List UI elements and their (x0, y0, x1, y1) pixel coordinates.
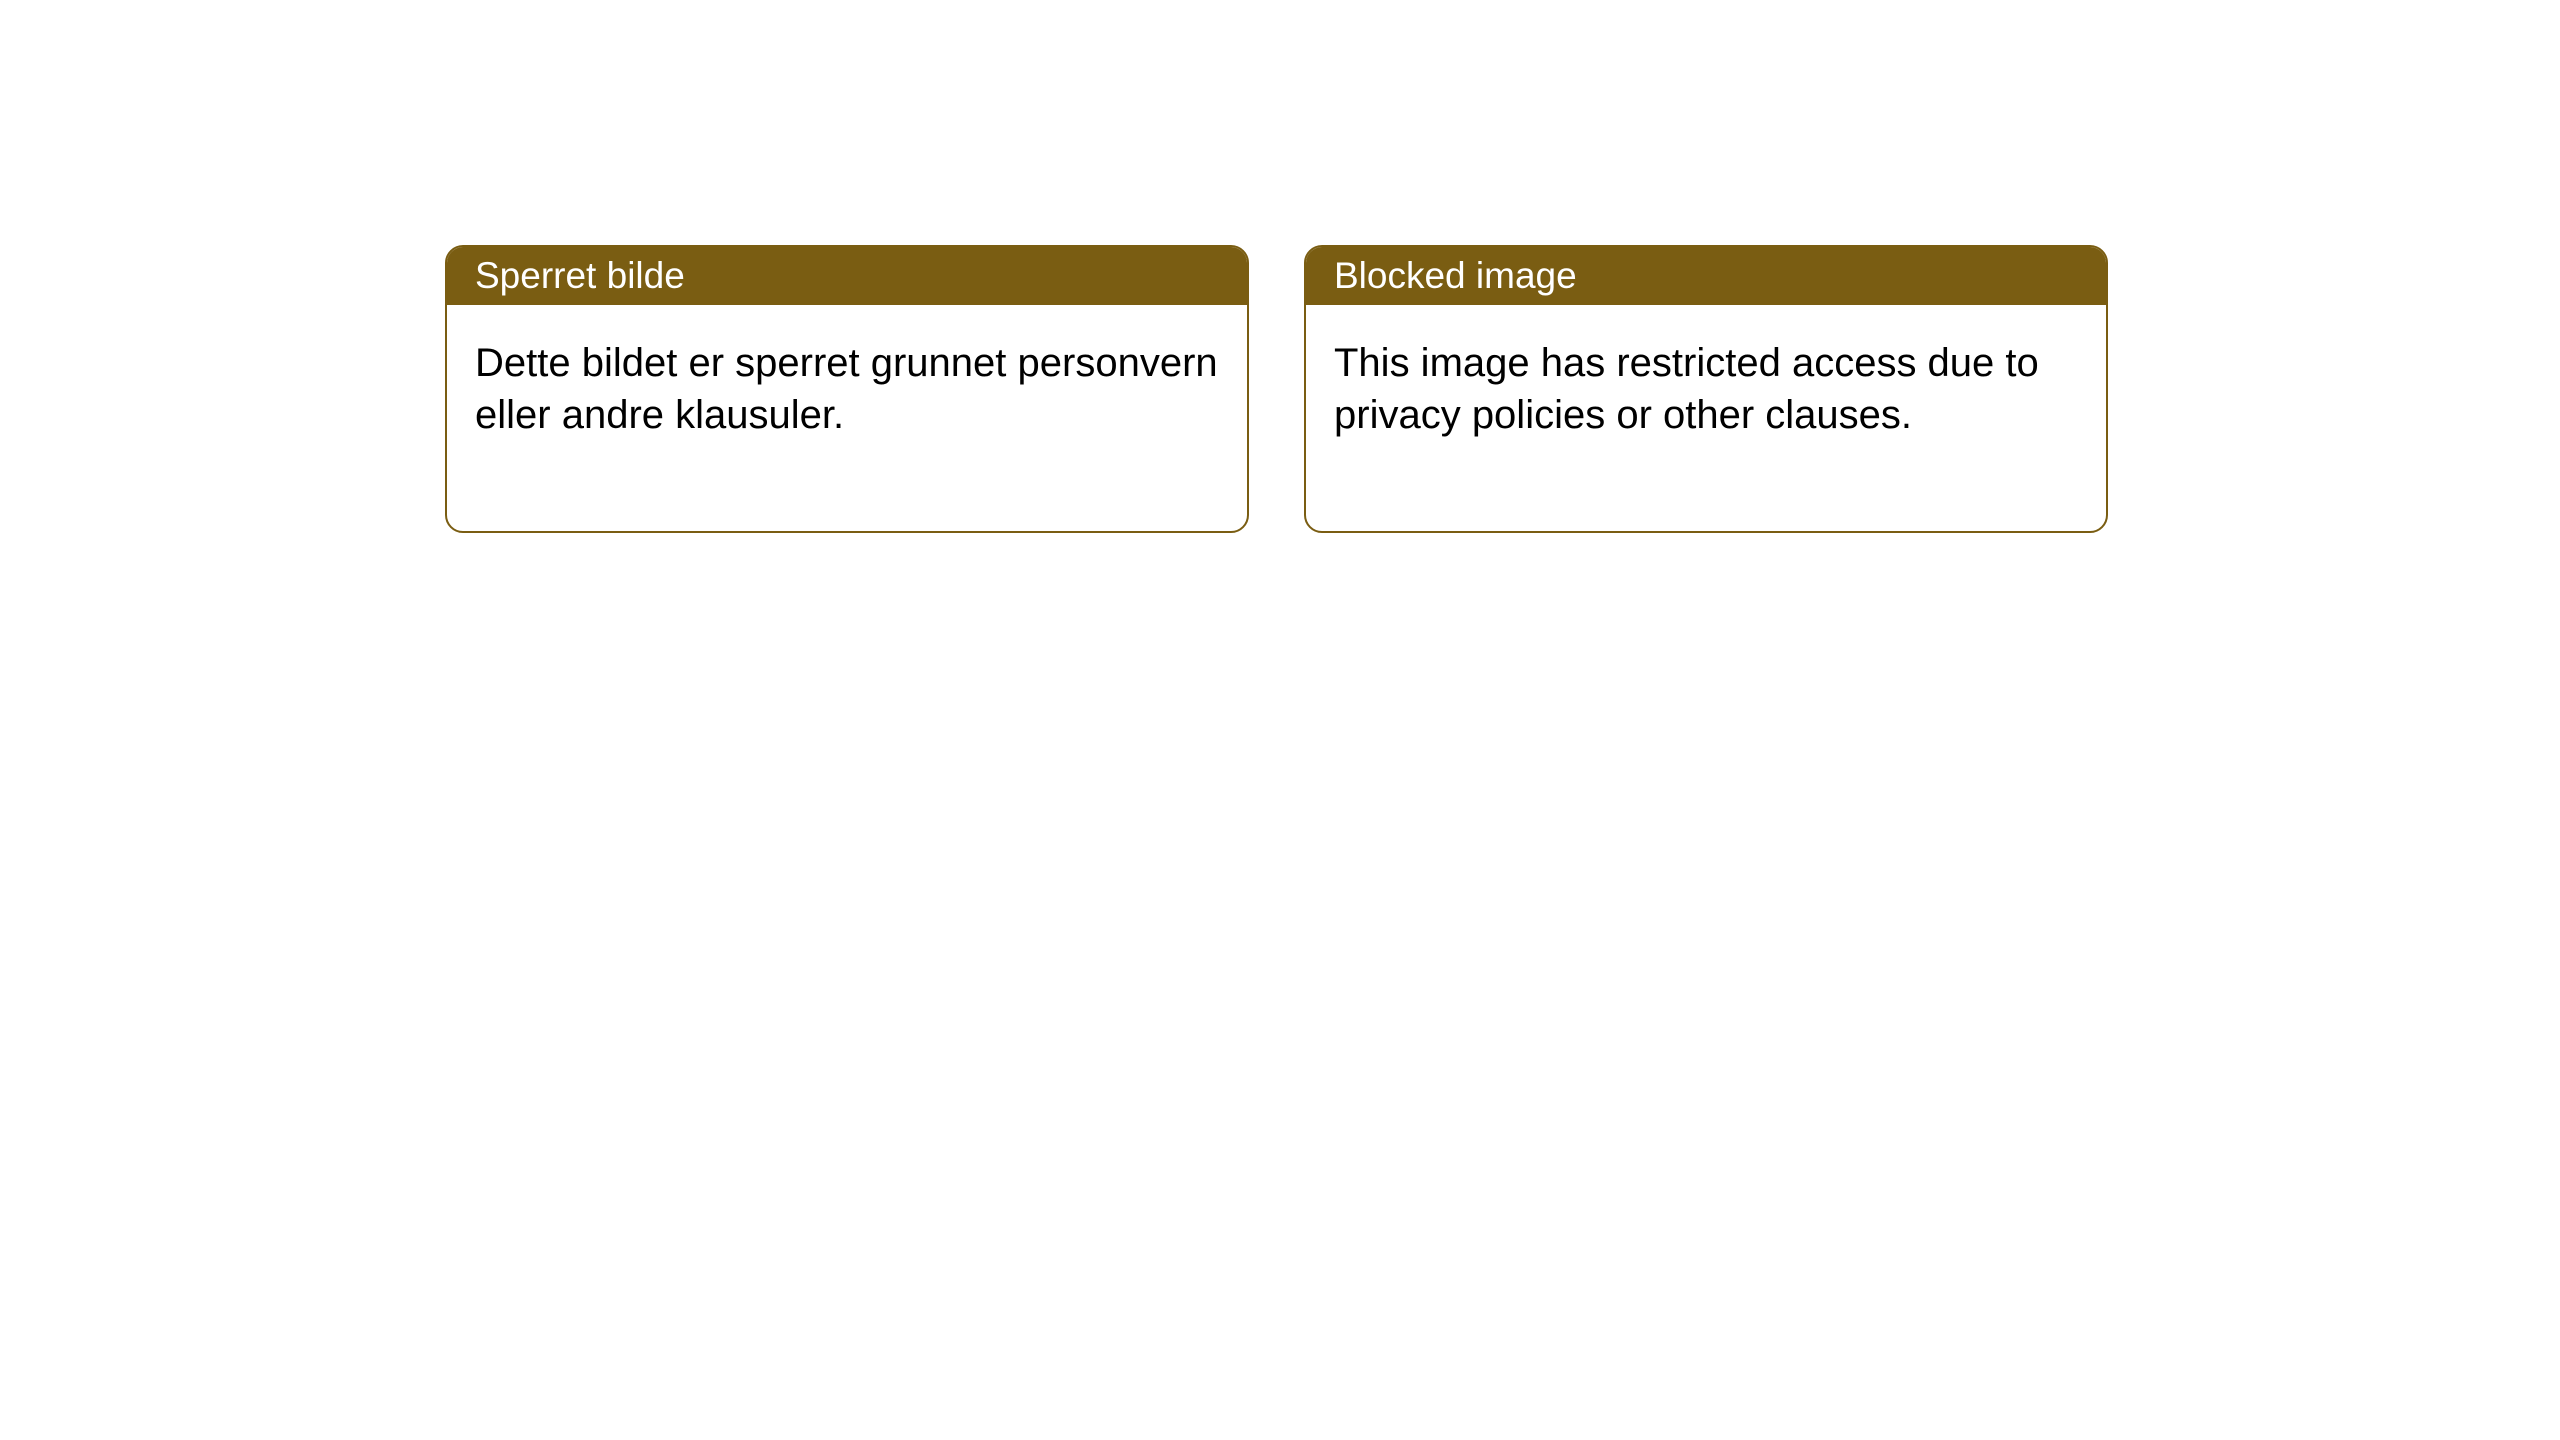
notice-body-text: Dette bildet er sperret grunnet personve… (475, 341, 1218, 437)
notice-body: Dette bildet er sperret grunnet personve… (447, 305, 1247, 531)
notice-body-text: This image has restricted access due to … (1334, 341, 2039, 437)
notice-title: Blocked image (1334, 255, 1577, 296)
notice-title: Sperret bilde (475, 255, 685, 296)
notice-header: Sperret bilde (447, 247, 1247, 305)
notice-card-norwegian: Sperret bilde Dette bildet er sperret gr… (445, 245, 1249, 533)
notice-container: Sperret bilde Dette bildet er sperret gr… (445, 245, 2108, 533)
notice-header: Blocked image (1306, 247, 2106, 305)
notice-body: This image has restricted access due to … (1306, 305, 2106, 531)
notice-card-english: Blocked image This image has restricted … (1304, 245, 2108, 533)
